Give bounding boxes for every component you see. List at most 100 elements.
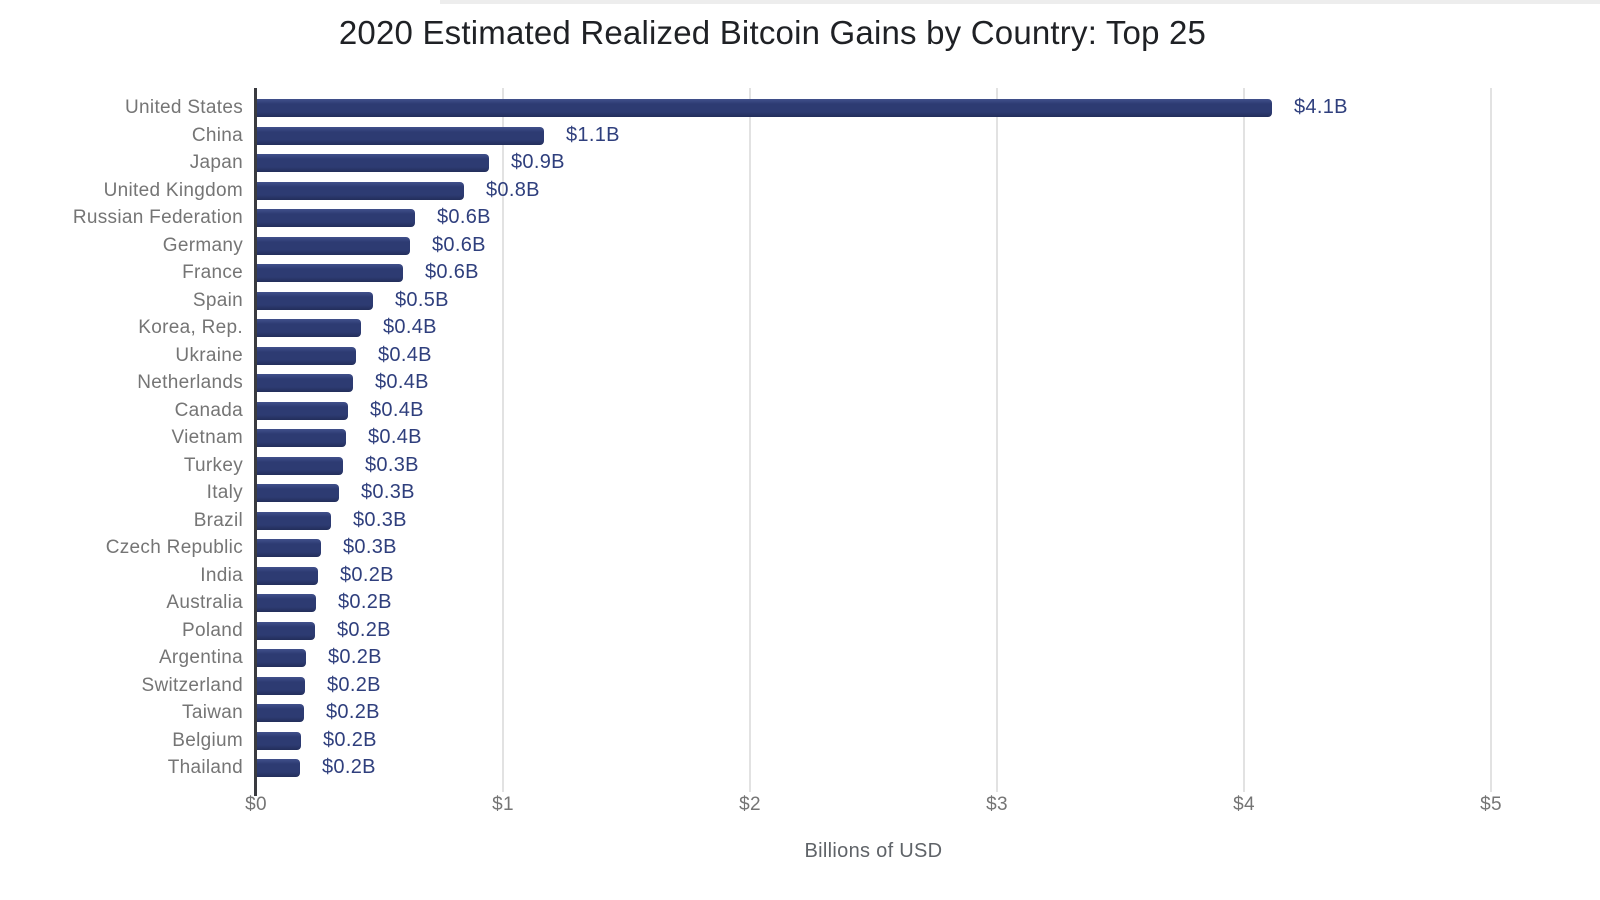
value-label: $0.3B	[365, 453, 419, 476]
value-label: $0.4B	[370, 398, 424, 421]
chart-row: China $1.1B	[0, 122, 1600, 150]
value-label: $4.1B	[1294, 96, 1348, 118]
bar-area: $0.3B	[255, 479, 1600, 507]
bar	[257, 236, 410, 255]
country-label: Turkey	[183, 454, 243, 476]
country-label: Russian Federation	[72, 207, 243, 228]
gridline	[1243, 88, 1245, 792]
bar-area: $0.2B	[255, 617, 1600, 645]
value-label: $0.2B	[340, 563, 394, 586]
bar	[257, 484, 339, 502]
bar	[257, 539, 321, 557]
country-label: Canada	[174, 399, 243, 421]
x-tick-label: $1	[492, 794, 514, 815]
chart-row: Argentina $0.2B	[0, 644, 1600, 672]
chart-row: Taiwan $0.2B	[0, 699, 1600, 727]
bar	[257, 649, 306, 667]
x-tick-label: $5	[1480, 794, 1502, 815]
bar-area: $4.1B	[255, 94, 1600, 122]
bar	[257, 374, 353, 392]
value-label: $0.2B	[323, 728, 377, 751]
bar	[257, 264, 403, 282]
bar	[257, 621, 315, 640]
country-label: Japan	[189, 152, 243, 173]
chart-row: Poland $0.2B	[0, 617, 1600, 645]
chart-title: 2020 Estimated Realized Bitcoin Gains by…	[338, 14, 1207, 51]
value-label: $0.2B	[327, 673, 381, 696]
value-label: $0.6B	[425, 261, 479, 283]
value-label: $0.3B	[353, 508, 407, 531]
value-label: $0.6B	[432, 233, 486, 256]
bar	[257, 291, 373, 310]
bar-area: $0.4B	[255, 424, 1600, 452]
country-label: India	[200, 564, 243, 586]
gridline	[996, 88, 998, 792]
y-axis-line	[254, 88, 257, 796]
bar-area: $0.6B	[255, 259, 1600, 287]
country-label: Netherlands	[137, 372, 243, 393]
bar	[257, 319, 361, 337]
value-label: $0.2B	[337, 618, 391, 641]
bar-area: $1.1B	[255, 122, 1600, 150]
chart-row: Czech Republic $0.3B	[0, 534, 1600, 562]
x-axis-tick-labels: $0 $1 $2 $3 $4 $5	[245, 794, 1545, 820]
bar-area: $0.2B	[255, 644, 1600, 672]
x-tick-label: $4	[1233, 794, 1255, 815]
bar-area: $0.2B	[255, 754, 1600, 782]
value-label: $0.4B	[375, 371, 429, 393]
country-label: Czech Republic	[105, 537, 243, 558]
value-label: $0.2B	[322, 756, 376, 778]
country-label: Poland	[182, 619, 243, 641]
chart-row: Australia $0.2B	[0, 589, 1600, 617]
gridline-layer	[254, 88, 1545, 798]
country-label: Spain	[192, 289, 243, 311]
bar	[257, 126, 544, 145]
chart-row: Turkey $0.3B	[0, 452, 1600, 480]
chart-row: India $0.2B	[0, 562, 1600, 590]
bar-area: $0.3B	[255, 534, 1600, 562]
gridline	[1490, 88, 1492, 792]
bar	[257, 676, 305, 695]
value-label: $0.4B	[368, 426, 422, 448]
chart-row: Switzerland $0.2B	[0, 672, 1600, 700]
country-label: Australia	[166, 592, 243, 613]
chart-row: United States $4.1B	[0, 94, 1600, 122]
chart-row: Belgium $0.2B	[0, 727, 1600, 755]
bar	[257, 594, 316, 612]
value-label: $0.4B	[378, 343, 432, 366]
bar	[257, 704, 304, 722]
bar-area: $0.6B	[255, 232, 1600, 260]
bar-area: $0.4B	[255, 342, 1600, 370]
chart-row: Brazil $0.3B	[0, 507, 1600, 535]
bar-area: $0.2B	[255, 589, 1600, 617]
bar-area: $0.4B	[255, 397, 1600, 425]
chart-row: Thailand $0.2B	[0, 754, 1600, 782]
country-label: Vietnam	[171, 427, 243, 448]
top-edge-strip	[440, 0, 1600, 4]
bar-area: $0.2B	[255, 562, 1600, 590]
bar	[257, 759, 300, 777]
bar-area: $0.3B	[255, 507, 1600, 535]
bar	[257, 209, 415, 227]
bar-area: $0.2B	[255, 699, 1600, 727]
chart-row: Spain $0.5B	[0, 287, 1600, 315]
country-label: Ukraine	[175, 344, 243, 366]
value-label: $0.5B	[395, 288, 449, 311]
country-label: Italy	[206, 482, 243, 503]
bar	[257, 99, 1272, 117]
chart-row: Ukraine $0.4B	[0, 342, 1600, 370]
chart-row: Russian Federation $0.6B	[0, 204, 1600, 232]
x-tick-label: $3	[986, 794, 1008, 815]
country-label: Thailand	[167, 757, 243, 778]
value-label: $0.3B	[343, 536, 397, 558]
country-label: Taiwan	[182, 702, 243, 723]
country-label: United Kingdom	[103, 179, 243, 201]
chart-row: France $0.6B	[0, 259, 1600, 287]
bar	[257, 456, 343, 475]
chart-row: Germany $0.6B	[0, 232, 1600, 260]
country-label: Germany	[162, 234, 243, 256]
bar	[257, 401, 348, 420]
value-label: $0.8B	[486, 178, 540, 201]
chart-row: Canada $0.4B	[0, 397, 1600, 425]
